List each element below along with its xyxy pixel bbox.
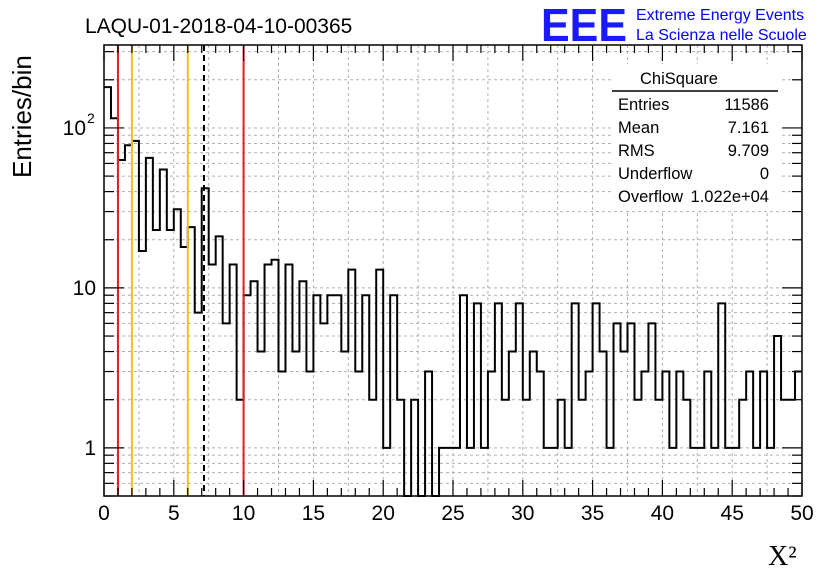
x-tick-label: 20 bbox=[372, 502, 395, 525]
stats-row-value: 7.161 bbox=[728, 119, 769, 137]
stats-row-value: 1.022e+04 bbox=[691, 188, 769, 206]
x-tick-label: 45 bbox=[721, 502, 744, 525]
x-tick-label: 30 bbox=[511, 502, 534, 525]
reference-lines bbox=[116, 45, 245, 496]
y-tick-label: 10 bbox=[73, 277, 96, 300]
x-tick-label: 15 bbox=[302, 502, 325, 525]
logo-mark: EEE bbox=[541, 0, 627, 51]
stats-box: ChiSquare Entries 11586 Mean 7.161 RMS 9.709 U… bbox=[612, 64, 780, 210]
stats-box-bg bbox=[612, 64, 780, 210]
stats-rows: Entries 11586 Mean 7.161 RMS 9.709 Underflow 0 O… bbox=[618, 96, 769, 206]
stats-row-label: Overflow bbox=[618, 188, 683, 206]
x-tick-label: 50 bbox=[790, 502, 813, 525]
axis-ticks bbox=[103, 45, 803, 497]
stats-row-label: RMS bbox=[618, 142, 655, 160]
x-tick-label: 40 bbox=[651, 502, 674, 525]
y-axis-title: Entries/bin bbox=[7, 55, 37, 178]
grid bbox=[103, 45, 803, 497]
chart-title: LAQU-01-2018-04-10-00365 bbox=[85, 15, 352, 38]
stats-row-value: 11586 bbox=[724, 96, 769, 114]
histogram-bars bbox=[104, 86, 802, 497]
y-tick-label: 10 bbox=[63, 117, 86, 140]
stats-row-label: Entries bbox=[618, 96, 669, 114]
logo-line-2: La Scienza nelle Scuole bbox=[636, 27, 807, 44]
x-tick-labels: 0 5 10 15 20 25 30 35 40 45 50 bbox=[98, 502, 814, 525]
histogram-outline bbox=[104, 86, 802, 497]
stats-row-value: 9.709 bbox=[728, 142, 769, 160]
stats-row-label: Mean bbox=[618, 119, 659, 137]
x-tick-label: 10 bbox=[232, 502, 255, 525]
stats-row-value: 0 bbox=[760, 165, 769, 183]
x-axis-title: X² bbox=[768, 541, 797, 572]
y-tick-label-exponent: 2 bbox=[87, 110, 95, 126]
x-tick-label: 35 bbox=[581, 502, 604, 525]
stats-title: ChiSquare bbox=[640, 70, 718, 88]
x-tick-label: 5 bbox=[168, 502, 180, 525]
eee-logo: EEE Extreme Energy Events La Scienza nel… bbox=[541, 0, 807, 51]
logo-line-1: Extreme Energy Events bbox=[636, 7, 804, 24]
y-tick-label: 1 bbox=[84, 437, 96, 460]
x-tick-label: 0 bbox=[98, 502, 110, 525]
x-tick-label: 25 bbox=[441, 502, 464, 525]
stats-row-label: Underflow bbox=[618, 165, 692, 183]
